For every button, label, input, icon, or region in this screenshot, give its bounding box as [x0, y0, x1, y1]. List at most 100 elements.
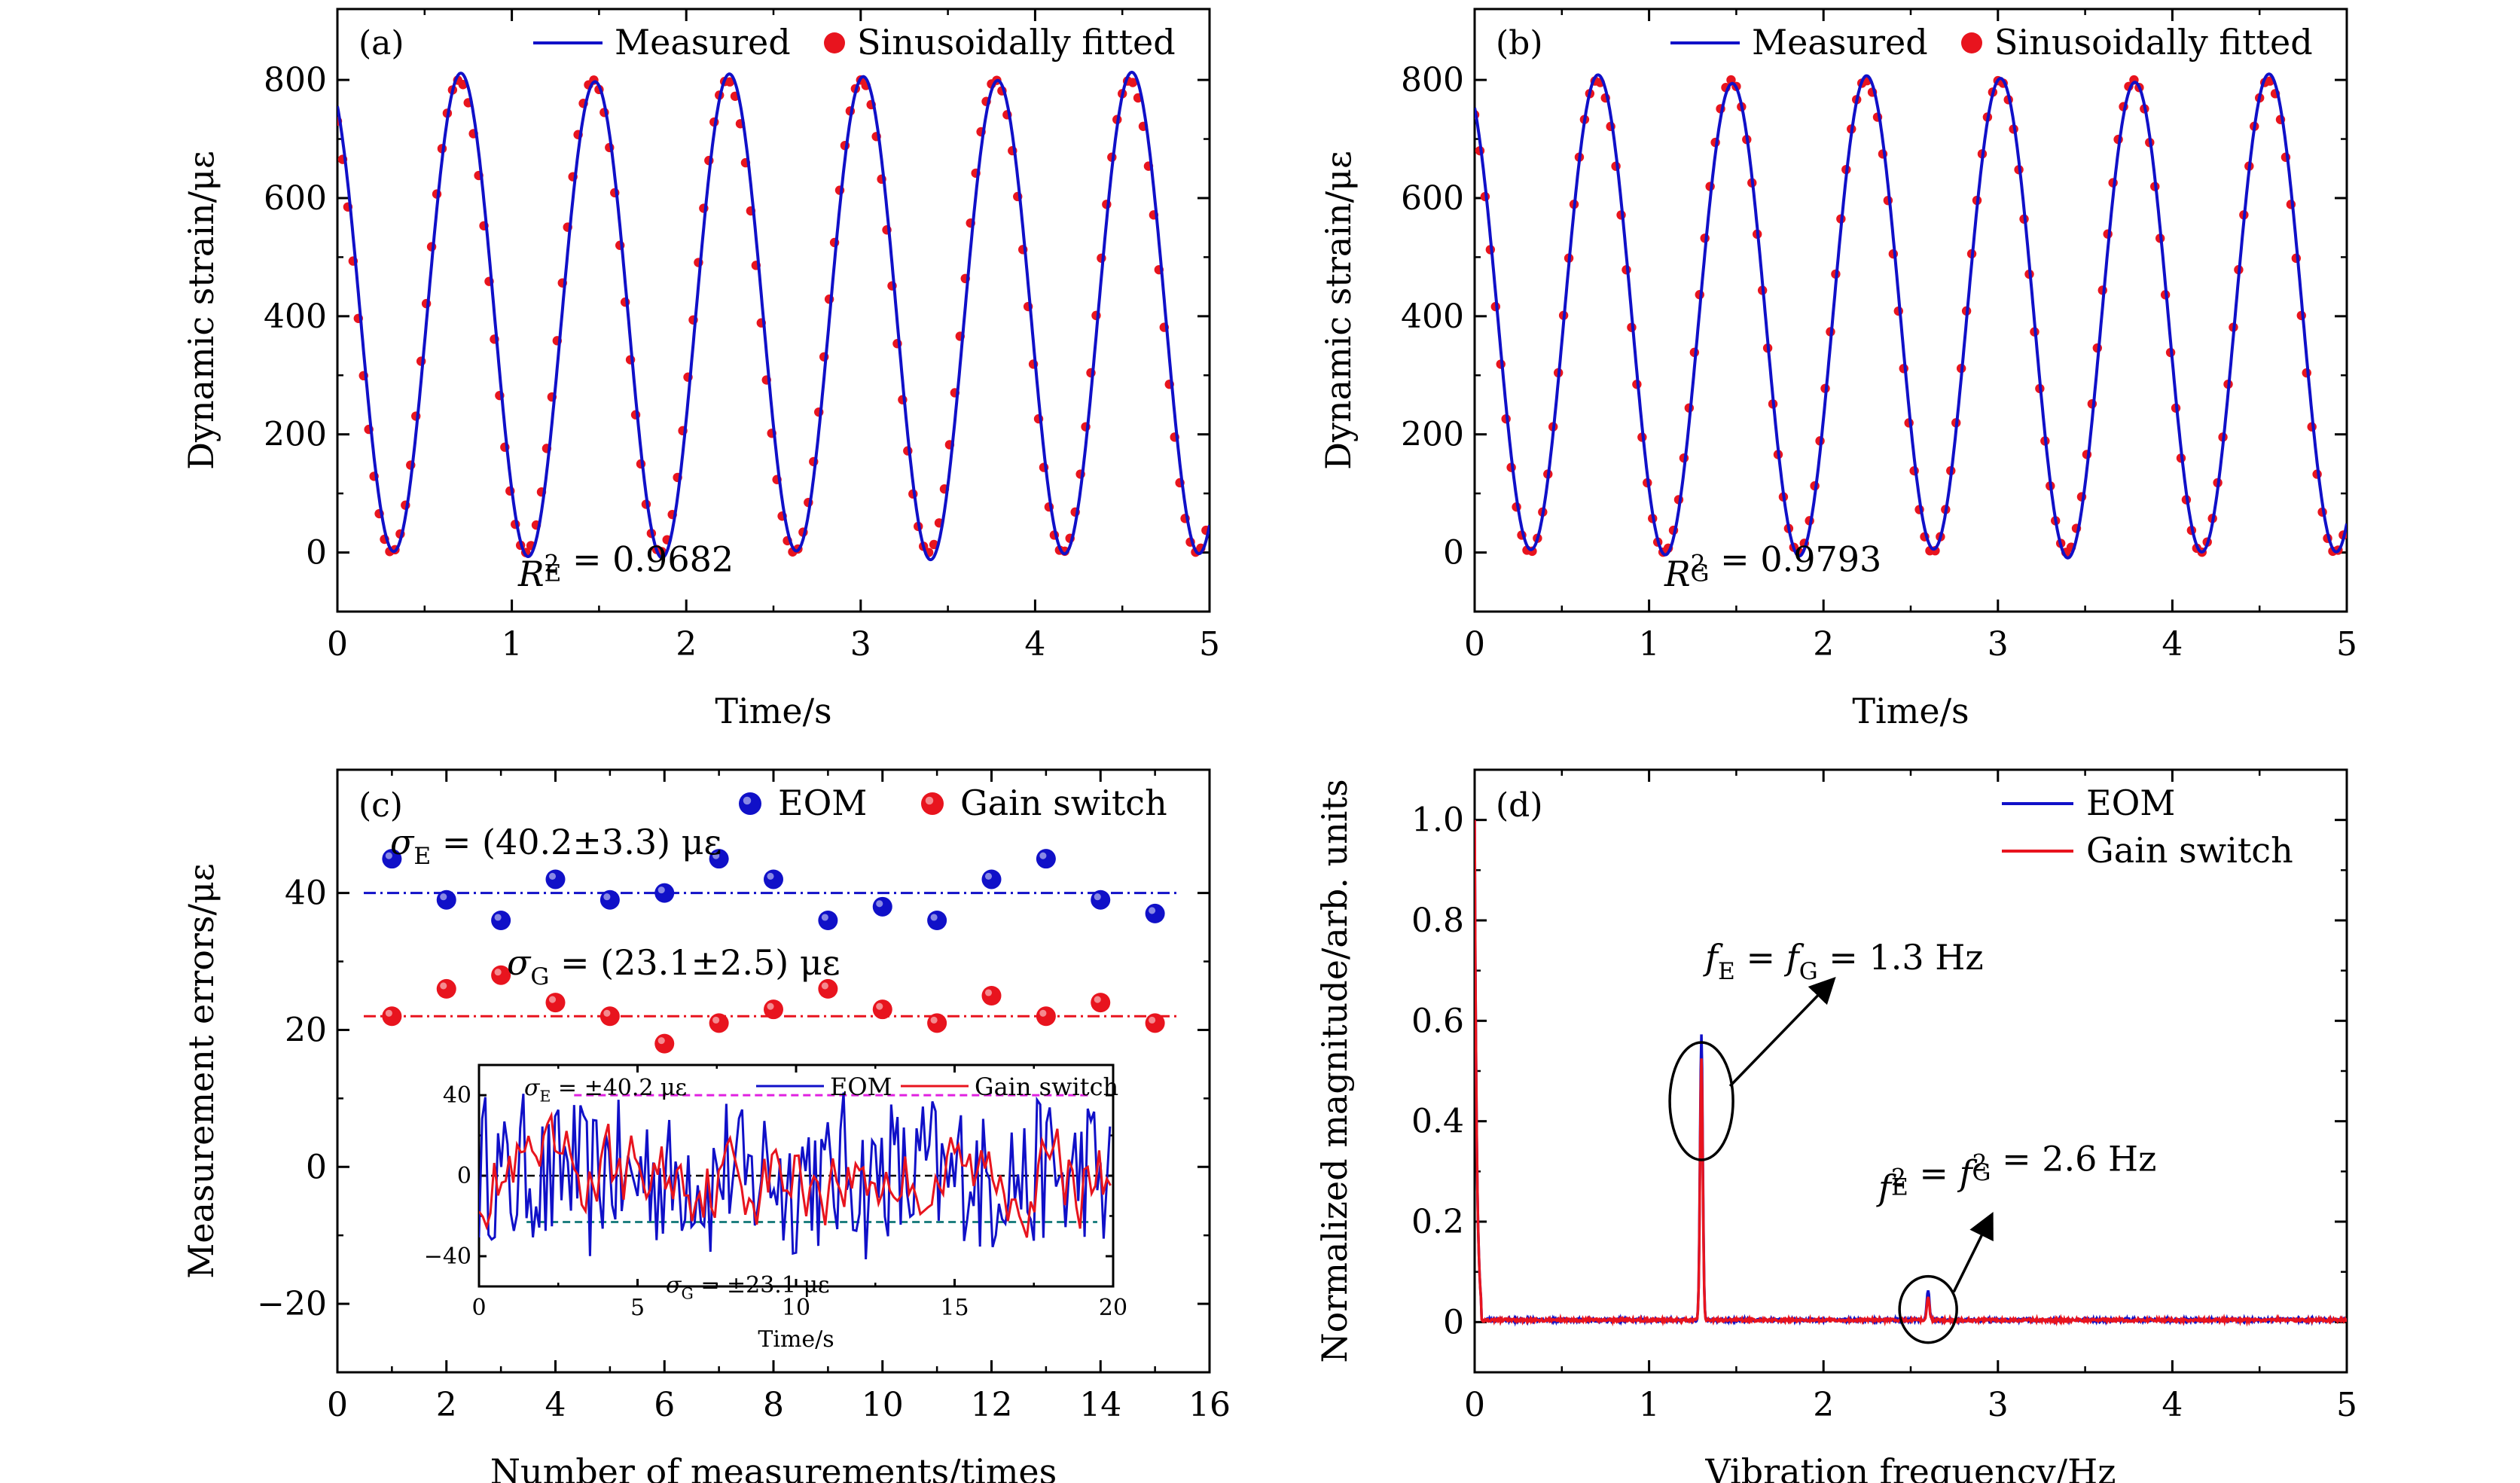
panel-c-panel-label: (c)	[358, 786, 403, 825]
panel-c-eom-point	[654, 883, 675, 903]
panel-b-r2-annotation: R2G = 0.9793	[1664, 539, 1881, 594]
inset-ytick-label: 0	[457, 1163, 471, 1189]
panel-b-ytick-label: 600	[1401, 179, 1464, 218]
panel-a-ytick-label: 600	[264, 179, 327, 218]
panel-c-eom-point-highlight	[385, 852, 392, 859]
panel-d-peak1-circle	[1668, 1041, 1734, 1161]
panel-a-ytick-label: 800	[264, 61, 327, 99]
panel-b-ytick-label: 0	[1443, 534, 1464, 572]
panel-b-axes: 0 1 2 3 4 5 0 200 400 600 800 Time/s Dynamic strain/…	[1318, 8, 2357, 731]
inset-xtick-label: 5	[630, 1295, 645, 1321]
panel-c-gain-point	[436, 978, 456, 999]
panel-a-legend: Measured Sinusoidally fitted	[533, 22, 1176, 63]
panel-c-gain-point	[599, 1006, 620, 1027]
panel-c-xtick-label: 4	[545, 1386, 566, 1424]
panel-c-ytick-label: −20	[257, 1285, 327, 1323]
panel-c-eom-point	[1145, 903, 1165, 923]
panel-d-gain-line	[1475, 819, 2347, 1327]
panel-c-gain-point	[545, 993, 566, 1013]
inset-legend-eom: EOM	[830, 1073, 892, 1101]
panel-c-xtick-label: 12	[971, 1386, 1013, 1424]
panel-a-ytick-label: 400	[264, 298, 327, 336]
panel-c-xtick-label: 2	[436, 1386, 457, 1424]
panel-d-ytick-label: 1.0	[1411, 801, 1464, 840]
panel-a-measured-line	[337, 70, 1210, 562]
panel-c-eom-point	[981, 869, 1002, 889]
inset-xtick-label: 20	[1099, 1295, 1127, 1321]
panel-c-legend-gain: Gain switch	[960, 783, 1167, 823]
panel-b-fitted-dots	[1475, 75, 2347, 557]
panel-d-xtick-label: 4	[2162, 1386, 2183, 1424]
panel-b-legend-fitted-swatch	[1961, 32, 1982, 53]
panel-d-ylabel: Normalized magnitude/arb. units	[1314, 779, 1355, 1362]
panel-a-xtick-label: 0	[327, 625, 348, 664]
panel-d-ytick-label: 0.2	[1411, 1203, 1464, 1241]
panel-c-eom-point-highlight	[657, 886, 665, 894]
inset-sigma-g-annotation: σG = ±23.1 με	[666, 1272, 830, 1302]
panel-c-gain-point	[1036, 1006, 1056, 1027]
panel-d-ytick-label: 0.4	[1411, 1103, 1464, 1141]
inset-eom-line	[479, 1092, 1112, 1259]
inset-ytick-label: 40	[443, 1082, 471, 1109]
panel-c-eom-point	[1036, 849, 1056, 869]
panel-c-legend-eom-swatch	[739, 792, 761, 815]
panel-c-eom-point-highlight	[440, 893, 447, 901]
panel-b-xtick-label: 0	[1464, 625, 1485, 664]
panel-a-ylabel: Dynamic strain/με	[181, 151, 221, 470]
panel-c-eom-point-highlight	[984, 872, 993, 880]
panel-d-panel-label: (d)	[1496, 786, 1543, 825]
panel-c-ytick-label: 40	[285, 874, 327, 913]
panel-c-eom-point-highlight	[603, 893, 611, 901]
panel-c-legend-gain-swatch-highlight	[925, 796, 934, 805]
panel-c-eom-point	[872, 896, 892, 917]
panel-c-gain-point	[981, 986, 1002, 1005]
panel-d-legend-eom: EOM	[2086, 783, 2175, 823]
panel-c-sigma-g-annotation: σG = (23.1±2.5) με	[507, 942, 841, 990]
panel-c-gain-point-highlight	[1039, 1009, 1047, 1017]
panel-d-plot	[1475, 819, 2347, 1327]
panel-a-xtick-label: 1	[502, 625, 523, 664]
panel-d-legend-gain: Gain switch	[2086, 830, 2293, 871]
panel-c-eom-point-highlight	[548, 872, 557, 880]
panel-c-gain-point	[709, 1013, 729, 1033]
panel-a-legend-fitted-swatch	[824, 32, 845, 53]
panel-c-eom-point-highlight	[767, 872, 774, 880]
panel-a-ytick-label: 0	[306, 534, 327, 572]
panel-c-eom-point-highlight	[876, 900, 883, 908]
panel-c-xtick-label: 16	[1188, 1386, 1231, 1424]
panel-a-xtick-label: 4	[1024, 625, 1045, 664]
panel-c-sigma-e-annotation: σE = (40.2±3.3) με	[390, 822, 722, 870]
panel-c-gain-point	[654, 1033, 675, 1054]
inset-legend-gain: Gain switch	[975, 1073, 1118, 1101]
panel-c-eom-point	[1091, 889, 1111, 910]
inset-xlabel: Time/s	[758, 1326, 834, 1353]
panel-a-fitted-point	[725, 77, 735, 87]
panel-c-xtick-label: 14	[1079, 1386, 1121, 1424]
panel-b-legend-measured: Measured	[1752, 22, 1928, 63]
panel-a-xtick-label: 5	[1199, 625, 1220, 664]
inset-ytick-label: −40	[424, 1243, 471, 1270]
panel-c-xtick-label: 0	[327, 1386, 348, 1424]
panel-c-gain-point	[872, 999, 892, 1020]
panel-d-peak2-annotation: f2E = f2G = 2.6 Hz	[1876, 1138, 2156, 1208]
panel-c-eom-point	[818, 911, 838, 930]
panel-c-gain-point-highlight	[440, 982, 447, 990]
panel-c-axes: 0 2 4 6 8 10 12 14 16 −20 0 20 40 Number of measureme…	[181, 768, 1231, 1483]
inset-gain-line	[479, 1111, 1112, 1238]
panel-c-xtick-label: 6	[654, 1386, 675, 1424]
panel-d-ytick-label: 0.6	[1411, 1002, 1464, 1040]
panel-c-eom-point	[599, 889, 620, 910]
panel-c-eom-point	[436, 889, 456, 910]
panel-b-xtick-label: 1	[1639, 625, 1660, 664]
panel-c-gain-point	[764, 999, 783, 1020]
panel-a-r2-annotation: R2E = 0.9682	[517, 539, 734, 594]
panel-a-xlabel: Time/s	[715, 691, 831, 731]
panel-d-ytick-label: 0	[1443, 1303, 1464, 1341]
panel-c-ylabel: Measurement errors/με	[181, 863, 221, 1278]
panel-c-xlabel: Number of measurements/times	[490, 1451, 1057, 1483]
panel-d-xtick-label: 5	[2336, 1386, 2357, 1424]
panel-b-legend-fitted: Sinusoidally fitted	[1994, 22, 2313, 63]
panel-c-eom-point-highlight	[712, 852, 720, 859]
panel-c-ytick-label: 20	[285, 1011, 327, 1049]
panel-d-peak1-annotation: fE = fG = 1.3 Hz	[1703, 937, 1984, 985]
